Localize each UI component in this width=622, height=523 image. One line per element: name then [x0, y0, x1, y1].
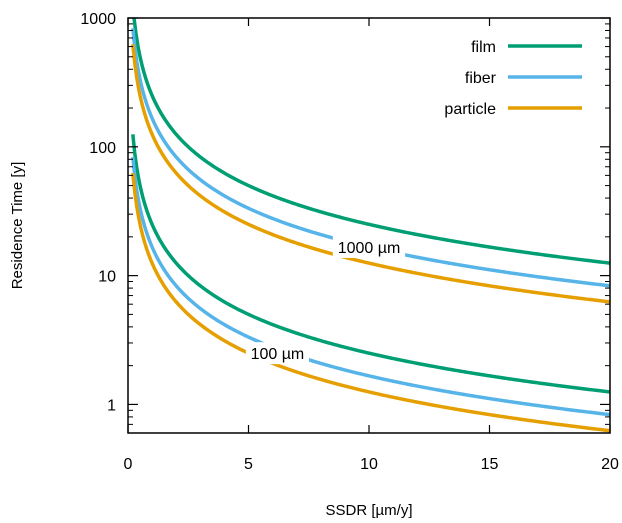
annotation-label-1000-m: 1000 µm: [338, 240, 401, 257]
series-line-fiber-100-m: [131, 156, 610, 417]
x-axis-label: SSDR [µm/y]: [326, 502, 413, 519]
x-tick-label: 0: [124, 456, 133, 473]
axes: 0 5 10 15 20 1 10 100 1000: [80, 11, 619, 473]
legend-label-film: film: [471, 39, 496, 56]
x-tick-label: 15: [481, 456, 499, 473]
annotation-backdrop: [332, 235, 406, 258]
series-line-film-1000-m: [132, 18, 610, 265]
annotation-backdrop: [245, 342, 310, 365]
series-line-particle-100-m: [131, 172, 610, 433]
series-line-film-100-m: [131, 134, 610, 394]
x-tick-label: 20: [601, 456, 619, 473]
x-tick-label: 10: [360, 456, 378, 473]
series-line-particle-1000-m: [131, 44, 610, 304]
legend-label-fiber: fiber: [465, 70, 497, 87]
annotation-label-100-m: 100 µm: [251, 346, 305, 363]
legend: film fiber particle: [444, 39, 582, 118]
y-tick-label: 1: [107, 397, 116, 414]
y-axis-label: Residence Time [y]: [9, 162, 26, 290]
x-tick-label: 5: [244, 456, 253, 473]
y-tick-label: 10: [98, 269, 116, 286]
annotation-layer: 1000 µm 100 µm: [245, 235, 406, 365]
y-tick-label: 1000: [80, 11, 116, 28]
legend-label-particle: particle: [444, 101, 496, 118]
y-tick-label: 100: [89, 140, 116, 157]
